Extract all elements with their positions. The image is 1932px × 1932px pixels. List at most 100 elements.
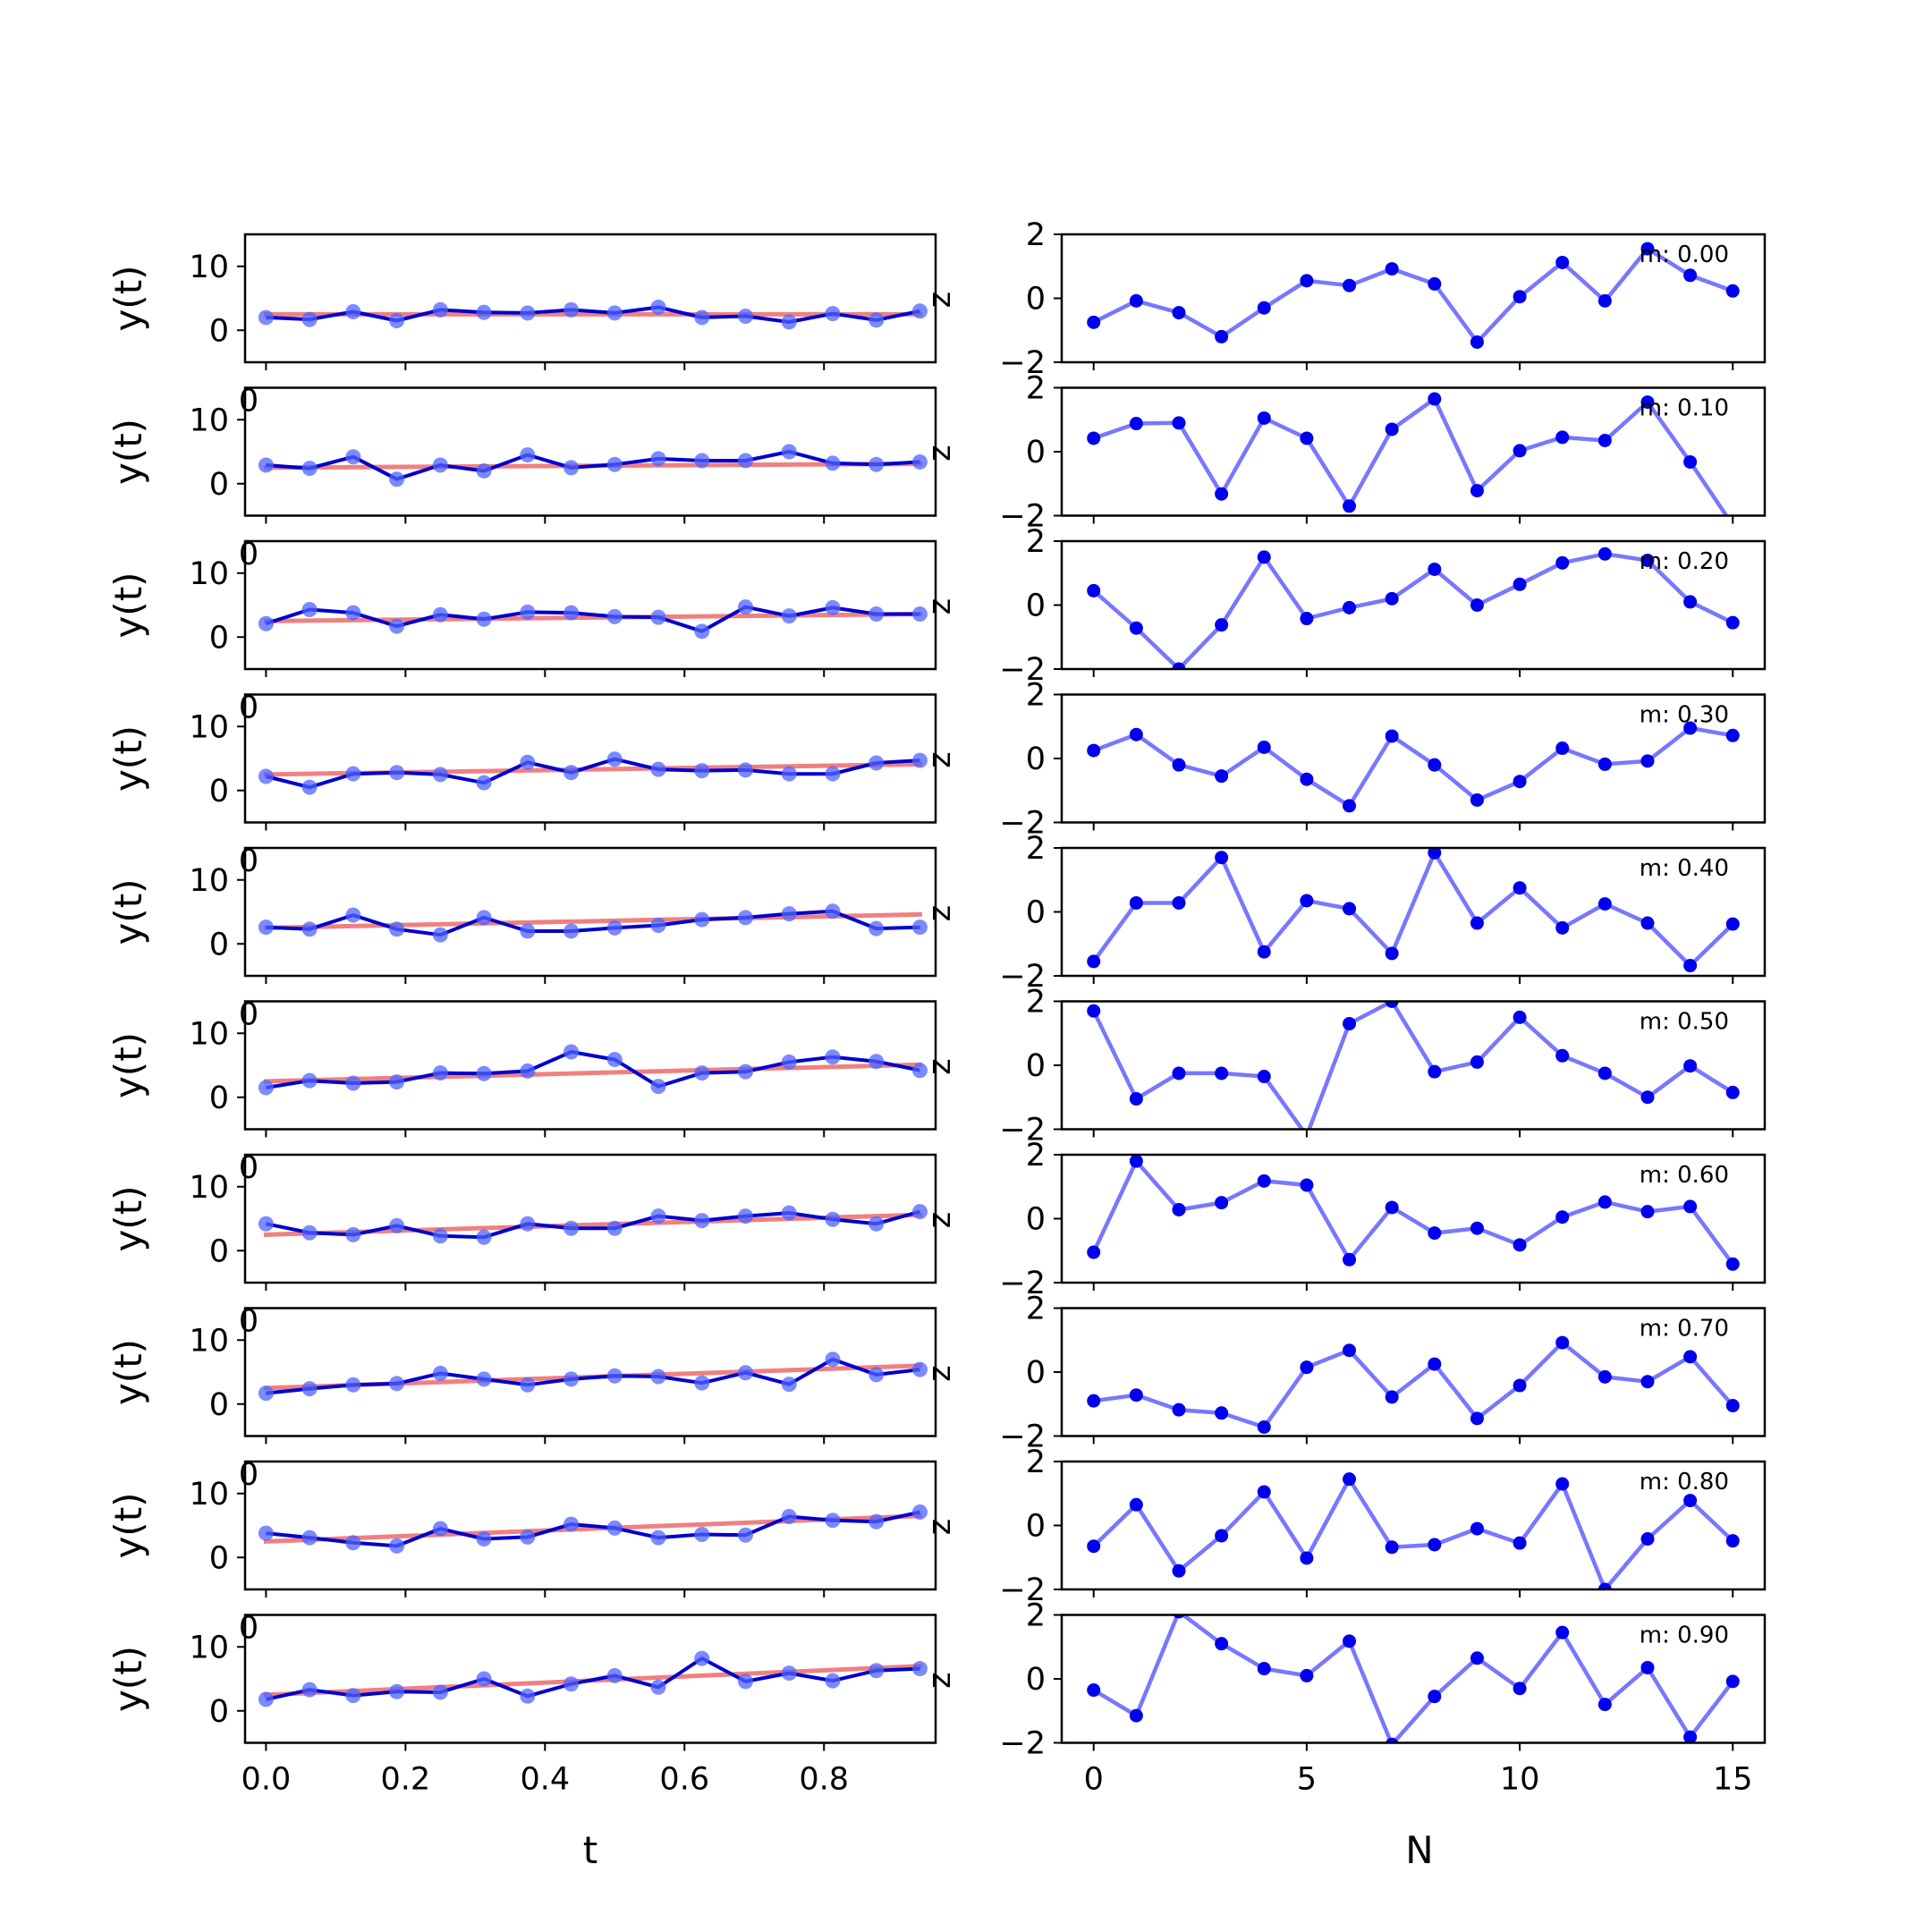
data-point <box>694 1527 710 1543</box>
data-point <box>301 1072 318 1089</box>
data-point <box>781 1508 797 1524</box>
residual-point <box>1343 1634 1357 1648</box>
y-tick-label: 10 <box>189 1630 229 1665</box>
data-point <box>258 1080 274 1096</box>
residual-point <box>1683 595 1698 609</box>
y-tick-label: −2 <box>999 1113 1046 1148</box>
right-subplot-3: −2 0 2 m: 0.30 <box>999 678 1767 842</box>
residual-point <box>1300 894 1314 908</box>
left-subplot-4: 0 10 y(t) 0 z <box>106 843 958 984</box>
left-axes-frame <box>243 1614 937 1744</box>
data-point <box>345 1535 361 1551</box>
data-point <box>650 451 666 467</box>
residual-point <box>1725 1674 1740 1689</box>
data-point <box>781 906 797 922</box>
left-axes-frame <box>243 1307 937 1437</box>
right-subplot-9: −2 0 2 0 5 10 15 m: 0.90 <box>999 1598 1767 1798</box>
residual-point <box>1300 431 1314 445</box>
residual-point <box>1215 769 1229 784</box>
left-subplot-6: 0 10 y(t) 0 z <box>106 1150 958 1291</box>
data-point <box>869 1216 885 1232</box>
right-subplot-8: −2 0 2 m: 0.80 <box>999 1445 1767 1608</box>
right-plot-area-6 <box>1087 1155 1740 1271</box>
residual-point <box>1172 416 1186 430</box>
y-axis-label: y(t) <box>106 1646 150 1712</box>
residual-point <box>1343 1252 1357 1267</box>
left-plot-area-5 <box>258 1044 928 1096</box>
left-subplot-2: 0 10 y(t) 0 z <box>106 537 958 677</box>
y-tick-label: 10 <box>189 863 229 899</box>
residual-point <box>1087 583 1101 597</box>
data-point <box>432 1065 448 1081</box>
residual-point <box>1470 1055 1484 1069</box>
data-point <box>345 605 361 621</box>
data-point <box>432 1521 448 1537</box>
x-tick-label: 0.4 <box>520 1762 570 1798</box>
right-subplot-0: −2 0 2 m: 0.00 <box>999 217 1767 381</box>
residual-point <box>1555 1625 1570 1640</box>
data-point <box>781 314 797 330</box>
residual-point <box>1300 772 1314 786</box>
residual-point <box>1683 959 1698 973</box>
residual-point <box>1725 1085 1740 1099</box>
y-tick-label: 0 <box>1026 435 1046 470</box>
data-point <box>825 306 841 322</box>
residual-point <box>1087 1539 1101 1554</box>
residual-point <box>1470 484 1484 498</box>
y-tick-label: 10 <box>189 1477 229 1513</box>
data-point <box>564 765 580 781</box>
residual-point <box>1513 1536 1527 1550</box>
residual-point <box>1640 395 1655 410</box>
data-point <box>869 1367 885 1383</box>
residual-point <box>1385 1001 1399 1008</box>
residual-point <box>1513 577 1527 591</box>
data-point <box>781 766 797 782</box>
residual-point <box>1683 721 1698 735</box>
right-subplot-2: −2 0 2 m: 0.20 <box>999 524 1767 688</box>
residual-point <box>1640 1090 1655 1105</box>
data-point <box>432 1228 448 1244</box>
left-axes-frame <box>243 539 937 671</box>
left-plot-area-7 <box>258 1352 928 1402</box>
y-tick-label: 0 <box>209 1387 229 1423</box>
x-tick-label: 0.8 <box>799 1762 849 1798</box>
residual-point <box>1513 1378 1527 1393</box>
data-point <box>564 1220 580 1236</box>
data-point <box>389 471 405 487</box>
y-tick-label: −2 <box>999 1266 1046 1301</box>
residual-point <box>1385 591 1399 606</box>
y-tick-label: 2 <box>1026 1138 1046 1174</box>
data-point <box>389 313 405 329</box>
edge-glyph-z: z <box>922 445 958 461</box>
edge-glyph-z: z <box>922 1212 958 1228</box>
data-point <box>606 1520 623 1536</box>
data-point <box>301 602 318 618</box>
data-point <box>520 1216 536 1232</box>
residual-point <box>1087 1683 1101 1698</box>
residual-point <box>1172 662 1186 669</box>
residual-point <box>1597 547 1612 561</box>
data-point <box>301 921 318 937</box>
data-point <box>911 1504 928 1520</box>
data-point <box>301 311 318 327</box>
residual-line <box>1091 1158 1735 1266</box>
residual-point <box>1087 1004 1101 1018</box>
data-point <box>606 305 623 321</box>
edge-glyph-zero: 0 <box>239 997 258 1033</box>
residual-point <box>1513 775 1527 789</box>
edge-glyph-z: z <box>922 1365 958 1381</box>
edge-glyph-z: z <box>922 598 958 614</box>
edge-glyph-zero: 0 <box>239 1457 258 1493</box>
m-value-label: m: 0.70 <box>1640 1316 1729 1343</box>
residual-point <box>1597 1698 1612 1712</box>
data-point <box>825 599 841 615</box>
data-point <box>301 779 318 795</box>
right-subplot-7: −2 0 2 m: 0.70 <box>999 1292 1767 1455</box>
data-point <box>825 766 841 782</box>
data-point <box>258 919 274 936</box>
data-point <box>476 1671 492 1687</box>
right-subplot-5: −2 0 2 m: 0.50 <box>999 985 1767 1148</box>
residual-point <box>1683 1350 1698 1364</box>
data-point <box>650 300 666 316</box>
residual-point <box>1087 431 1101 445</box>
